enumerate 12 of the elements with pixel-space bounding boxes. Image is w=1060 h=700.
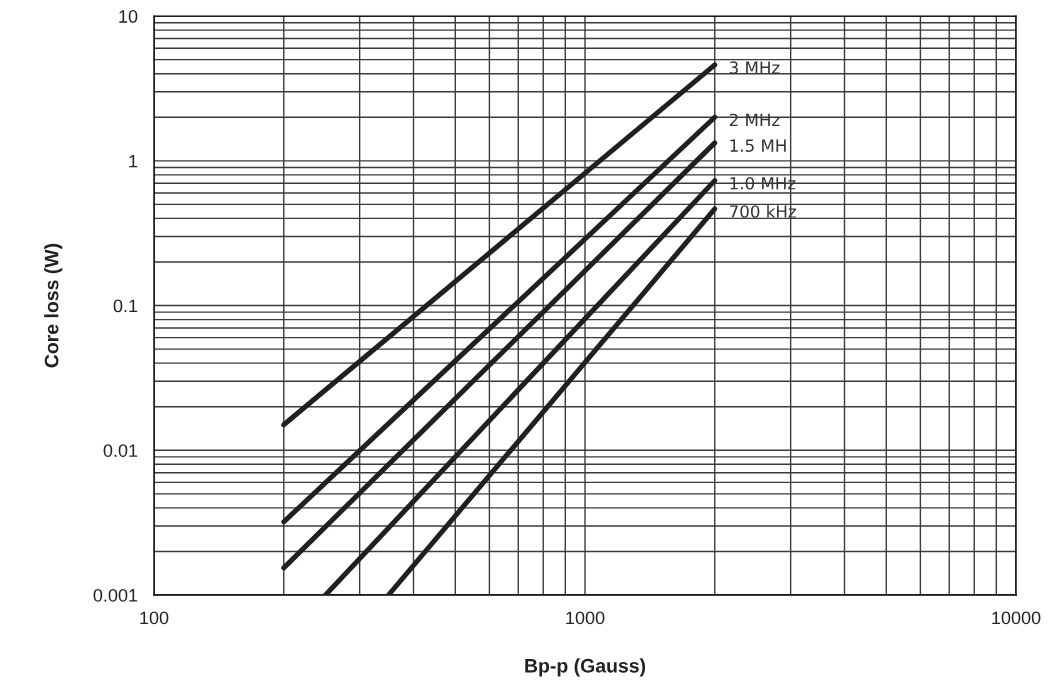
x-axis-title: Bp-p (Gauss): [525, 658, 646, 677]
y-tick-label: 0.1: [113, 299, 138, 313]
y-tick-label: 10: [119, 10, 138, 23]
series-label: 1.5 MH: [730, 139, 786, 152]
x-tick-label: 1000: [566, 611, 605, 625]
y-axis-title: Core loss (W): [44, 243, 63, 368]
series-label: 3 MHz: [729, 61, 780, 74]
x-tick-label: 10000: [992, 611, 1041, 625]
y-tick-label: 0.01: [103, 444, 138, 457]
y-tick-label: 1: [129, 154, 138, 168]
x-tick-label: 100: [140, 611, 169, 625]
y-tick-label: 0.001: [93, 588, 138, 602]
